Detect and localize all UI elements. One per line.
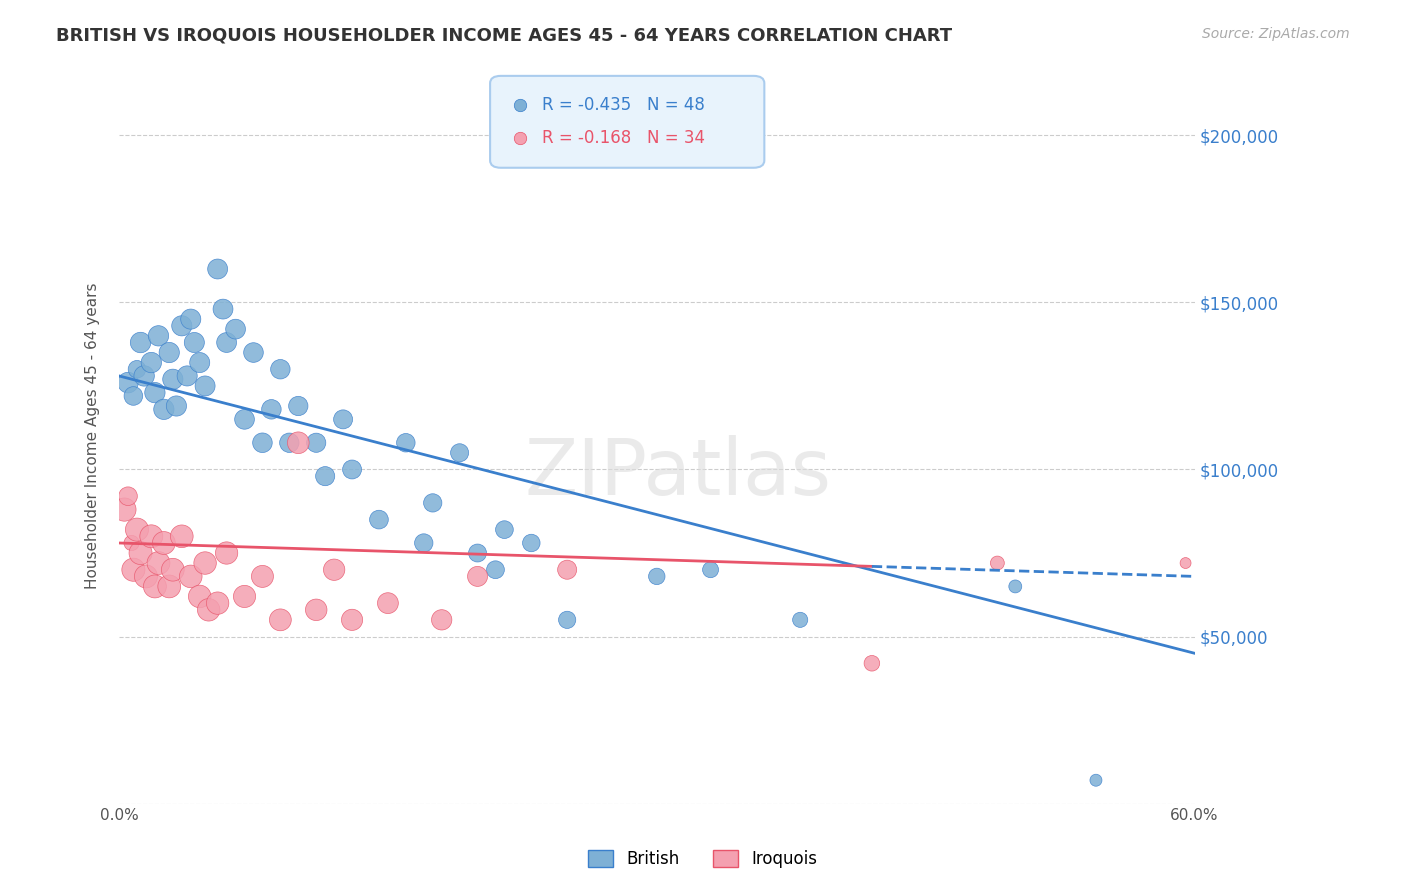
Point <box>188 355 211 369</box>
Point <box>117 489 139 503</box>
Point <box>449 446 471 460</box>
Point <box>180 569 202 583</box>
Point <box>645 569 668 583</box>
Text: Source: ZipAtlas.com: Source: ZipAtlas.com <box>1202 27 1350 41</box>
Point <box>148 328 170 343</box>
Point <box>323 563 346 577</box>
Point <box>269 613 291 627</box>
Point <box>129 546 152 560</box>
Point <box>332 412 354 426</box>
Point <box>287 435 309 450</box>
Point <box>555 613 578 627</box>
Point <box>776 797 799 811</box>
Point <box>484 563 506 577</box>
Point <box>180 312 202 326</box>
Point <box>252 435 274 450</box>
Point <box>520 536 543 550</box>
Point <box>125 362 148 376</box>
Text: R = -0.435   N = 48: R = -0.435 N = 48 <box>541 96 704 114</box>
Point <box>122 389 145 403</box>
Point <box>165 399 187 413</box>
Point <box>340 462 363 476</box>
Point <box>143 385 166 400</box>
Point <box>860 657 883 671</box>
Point <box>314 469 336 483</box>
Point <box>194 379 217 393</box>
Text: ZIPatlas: ZIPatlas <box>524 434 832 511</box>
Point <box>197 603 219 617</box>
Point <box>162 372 184 386</box>
Point <box>183 335 205 350</box>
Point <box>467 546 489 560</box>
Y-axis label: Householder Income Ages 45 - 64 years: Householder Income Ages 45 - 64 years <box>86 283 100 590</box>
Point <box>215 335 238 350</box>
Point <box>260 402 283 417</box>
Point <box>141 355 163 369</box>
Point <box>215 546 238 560</box>
Point <box>305 435 328 450</box>
Point <box>153 402 176 417</box>
Point <box>117 376 139 390</box>
Point <box>207 262 229 277</box>
Point <box>1174 556 1197 570</box>
Point <box>233 412 256 426</box>
Point <box>170 318 193 333</box>
Point <box>242 345 264 359</box>
Point <box>1084 773 1107 788</box>
Point <box>340 613 363 627</box>
Point <box>412 536 434 550</box>
Point <box>188 590 211 604</box>
Point <box>395 435 418 450</box>
Point <box>112 502 135 516</box>
FancyBboxPatch shape <box>491 76 765 168</box>
Point <box>141 529 163 543</box>
Point <box>121 536 143 550</box>
Text: BRITISH VS IROQUOIS HOUSEHOLDER INCOME AGES 45 - 64 YEARS CORRELATION CHART: BRITISH VS IROQUOIS HOUSEHOLDER INCOME A… <box>56 27 952 45</box>
Legend: British, Iroquois: British, Iroquois <box>582 843 824 875</box>
Point <box>467 569 489 583</box>
Point <box>494 523 516 537</box>
Point <box>233 590 256 604</box>
Point <box>212 302 235 317</box>
Point <box>176 368 198 383</box>
Point <box>143 579 166 593</box>
Point <box>986 556 1008 570</box>
Point <box>162 563 184 577</box>
Point <box>194 556 217 570</box>
Point <box>287 399 309 413</box>
Point <box>269 362 291 376</box>
Point <box>555 563 578 577</box>
Point <box>129 335 152 350</box>
Point <box>776 797 799 811</box>
Point <box>278 435 301 450</box>
Text: R = -0.168   N = 34: R = -0.168 N = 34 <box>541 129 704 147</box>
Point <box>1004 579 1026 593</box>
Point <box>252 569 274 583</box>
Point <box>134 368 156 383</box>
Point <box>789 613 811 627</box>
Point <box>699 563 721 577</box>
Point <box>377 596 399 610</box>
Point <box>157 579 180 593</box>
Point <box>430 613 453 627</box>
Point <box>170 529 193 543</box>
Point <box>225 322 247 336</box>
Point <box>422 496 444 510</box>
Point <box>305 603 328 617</box>
Point <box>135 569 157 583</box>
Point <box>207 596 229 610</box>
Point <box>368 513 391 527</box>
Point <box>125 523 148 537</box>
Point <box>122 563 145 577</box>
Point <box>148 556 170 570</box>
Point <box>157 345 180 359</box>
Point <box>153 536 176 550</box>
